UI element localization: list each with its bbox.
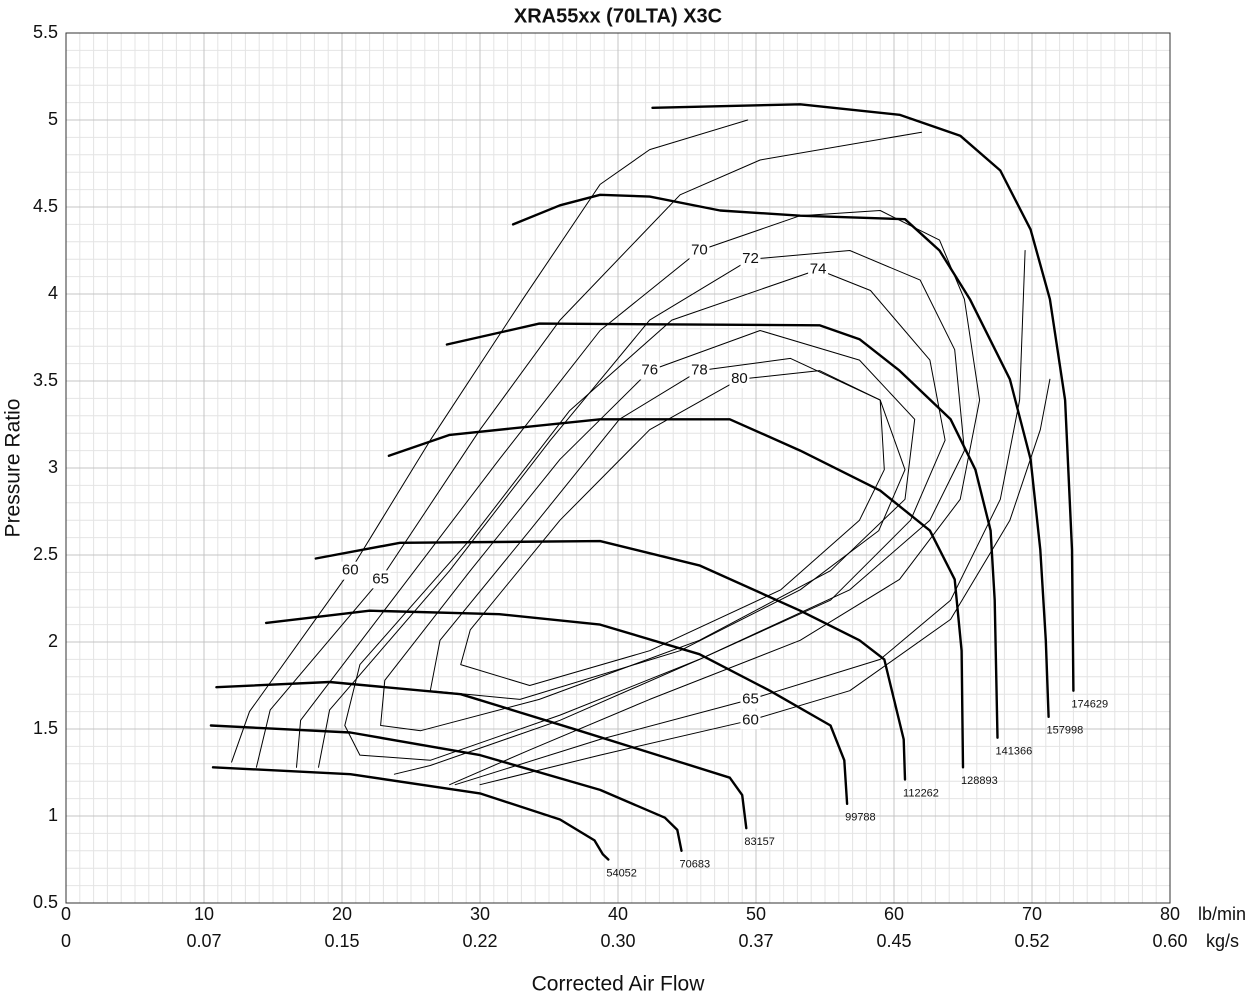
speed-label: 83157 bbox=[744, 836, 775, 848]
x2-tick-label: 0.37 bbox=[738, 931, 773, 951]
speed-label: 157998 bbox=[1047, 725, 1084, 737]
series-line bbox=[445, 322, 999, 739]
y-tick-label: 1.5 bbox=[33, 718, 58, 738]
efficiency-label: 60 bbox=[342, 562, 359, 579]
y-tick-label: 4.5 bbox=[33, 196, 58, 216]
x2-tick-label: 0.60 bbox=[1152, 931, 1187, 951]
speed-label: 99788 bbox=[845, 812, 876, 824]
chart-title: XRA55xx (70LTA) X3C bbox=[514, 5, 722, 27]
y-tick-label: 2.5 bbox=[33, 544, 58, 564]
speed-label: 70683 bbox=[679, 859, 710, 871]
x-tick-label: 40 bbox=[608, 904, 628, 924]
series-line bbox=[380, 330, 916, 732]
speed-label: 54052 bbox=[606, 867, 637, 879]
x2-tick-label: 0.30 bbox=[600, 931, 635, 951]
efficiency-label: 78 bbox=[691, 362, 708, 379]
x-tick-label: 70 bbox=[1022, 904, 1042, 924]
x2-unit: kg/s bbox=[1206, 931, 1239, 951]
efficiency-label: 70 bbox=[691, 241, 708, 258]
series-line bbox=[255, 131, 923, 768]
speed-label: 112262 bbox=[903, 787, 939, 799]
y-axis-label: Pressure Ratio bbox=[2, 399, 25, 538]
efficiency-label: 65 bbox=[372, 570, 389, 587]
series-line bbox=[460, 370, 885, 686]
series-line bbox=[651, 103, 1075, 692]
label-bg bbox=[740, 711, 761, 730]
plot-frame bbox=[65, 32, 1171, 904]
x-tick-label: 20 bbox=[332, 904, 352, 924]
label-bg bbox=[689, 361, 710, 380]
y-tick-label: 0.5 bbox=[33, 892, 58, 912]
efficiency-label: 80 bbox=[731, 370, 748, 387]
y-tick-label: 5 bbox=[48, 109, 58, 129]
y-tick-label: 3.5 bbox=[33, 370, 58, 390]
label-bg bbox=[689, 241, 710, 260]
x2-tick-label: 0.07 bbox=[186, 931, 221, 951]
speed-label: 174629 bbox=[1071, 699, 1108, 711]
y-tick-label: 5.5 bbox=[33, 22, 58, 42]
series-line bbox=[318, 250, 965, 775]
x2-tick-label: 0.45 bbox=[876, 931, 911, 951]
series-line bbox=[209, 724, 683, 852]
label-bg bbox=[740, 690, 761, 709]
label-bg bbox=[639, 361, 660, 380]
efficiency-label: 72 bbox=[742, 250, 759, 267]
series-line bbox=[511, 193, 1050, 718]
speed-label: 141366 bbox=[996, 746, 1033, 758]
x-axis-label: Corrected Air Flow bbox=[532, 973, 706, 996]
efficiency-label: 76 bbox=[641, 362, 658, 379]
x-tick-label: 80 bbox=[1160, 904, 1180, 924]
x2-tick-label: 0.22 bbox=[462, 931, 497, 951]
label-bg bbox=[729, 370, 750, 389]
label-bg bbox=[740, 250, 761, 269]
x2-tick-label: 0 bbox=[61, 931, 71, 951]
x2-tick-label: 0.52 bbox=[1014, 931, 1049, 951]
speed-label: 128893 bbox=[961, 775, 998, 787]
series-line bbox=[264, 609, 849, 805]
efficiency-label: 60 bbox=[742, 711, 759, 728]
x-tick-label: 0 bbox=[61, 904, 71, 924]
x-tick-label: 50 bbox=[746, 904, 766, 924]
label-bg bbox=[370, 570, 391, 589]
series-line bbox=[344, 269, 946, 761]
x-unit: lb/min bbox=[1198, 904, 1246, 924]
x-tick-label: 60 bbox=[884, 904, 904, 924]
series-line bbox=[479, 378, 1051, 786]
efficiency-label: 65 bbox=[742, 690, 759, 707]
y-tick-label: 1 bbox=[48, 805, 58, 825]
x2-tick-label: 0.15 bbox=[324, 931, 359, 951]
y-tick-label: 2 bbox=[48, 631, 58, 651]
x-tick-label: 10 bbox=[194, 904, 214, 924]
series-line bbox=[211, 766, 610, 861]
label-bg bbox=[340, 561, 361, 580]
y-tick-label: 3 bbox=[48, 457, 58, 477]
label-bg bbox=[808, 260, 829, 279]
efficiency-label: 74 bbox=[810, 261, 827, 278]
series-line bbox=[454, 250, 1026, 786]
series-line bbox=[296, 210, 981, 786]
series-line bbox=[231, 119, 749, 763]
y-tick-label: 4 bbox=[48, 283, 58, 303]
x-tick-label: 30 bbox=[470, 904, 490, 924]
series-line bbox=[314, 539, 907, 781]
